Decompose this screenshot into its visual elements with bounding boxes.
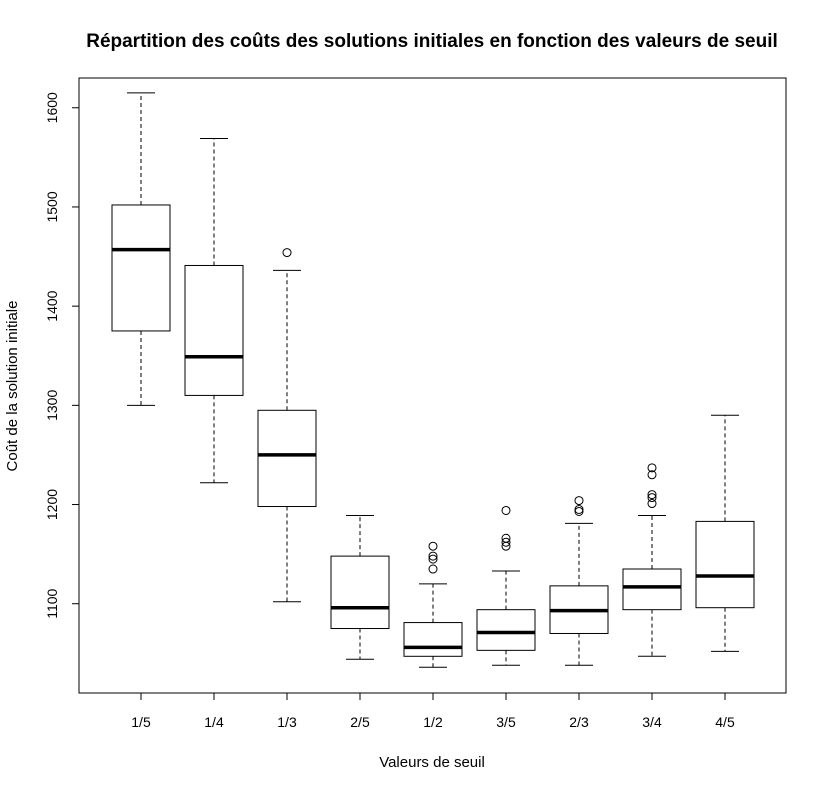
x-tick-label: 3/5 <box>496 714 516 730</box>
y-tick-label: 1500 <box>44 191 60 222</box>
box-iqr <box>330 555 390 630</box>
x-tick-label: 4/5 <box>715 714 735 730</box>
y-tick-label: 1600 <box>44 92 60 123</box>
x-axis: 1/5 1/4 1/3 2/5 1/2 3/5 2/3 3/4 4/5 <box>131 692 735 730</box>
x-axis-label: Valeurs de seuil <box>379 754 485 771</box>
box-iqr <box>184 264 244 396</box>
outlier-point <box>428 554 438 564</box>
box-group <box>257 248 317 603</box>
box-iqr <box>695 520 755 609</box>
outlier-point <box>647 490 657 500</box>
outlier-point <box>501 533 511 543</box>
x-tick-label: 2/5 <box>350 714 370 730</box>
y-axis-label: Coût de la solution initiale <box>4 301 21 472</box>
box-iqr <box>403 622 463 657</box>
box-group <box>695 414 755 652</box>
outlier-point <box>428 551 438 561</box>
box-iqr <box>476 609 536 651</box>
outlier-point <box>428 541 438 551</box>
chart-title: Répartition des coûts des solutions init… <box>86 31 778 52</box>
box-group <box>184 138 244 484</box>
box-group <box>330 514 390 660</box>
x-tick-label: 2/3 <box>569 714 589 730</box>
outlier-point <box>647 463 657 473</box>
box-iqr <box>257 409 317 508</box>
outlier-point <box>428 564 438 574</box>
x-tick-label: 1/2 <box>423 714 443 730</box>
outlier-point <box>282 248 292 258</box>
outlier-point <box>501 537 511 547</box>
box-group <box>111 92 171 406</box>
y-tick-label: 1200 <box>44 489 60 520</box>
x-tick-label: 1/5 <box>131 714 151 730</box>
y-tick-label: 1400 <box>44 290 60 321</box>
box-group <box>622 463 682 657</box>
outlier-point <box>574 496 584 506</box>
boxes-layer <box>111 92 755 668</box>
outlier-point <box>647 499 657 509</box>
y-tick-label: 1100 <box>44 588 60 618</box>
x-tick-label: 1/4 <box>204 714 224 730</box>
outlier-point <box>501 505 511 515</box>
x-tick-label: 1/3 <box>277 714 297 730</box>
outlier-point <box>574 506 584 516</box>
box-group <box>476 505 536 666</box>
x-tick-label: 3/4 <box>642 714 662 730</box>
outlier-point <box>647 470 657 480</box>
box-group <box>549 496 609 666</box>
box-iqr <box>111 204 171 332</box>
y-tick-label: 1300 <box>44 390 60 421</box>
y-axis: 1100 1200 1300 1400 1500 1600 <box>44 92 80 619</box>
outlier-point <box>647 493 657 503</box>
box-group <box>403 541 463 668</box>
outlier-point <box>574 504 584 514</box>
box-iqr <box>622 568 682 611</box>
